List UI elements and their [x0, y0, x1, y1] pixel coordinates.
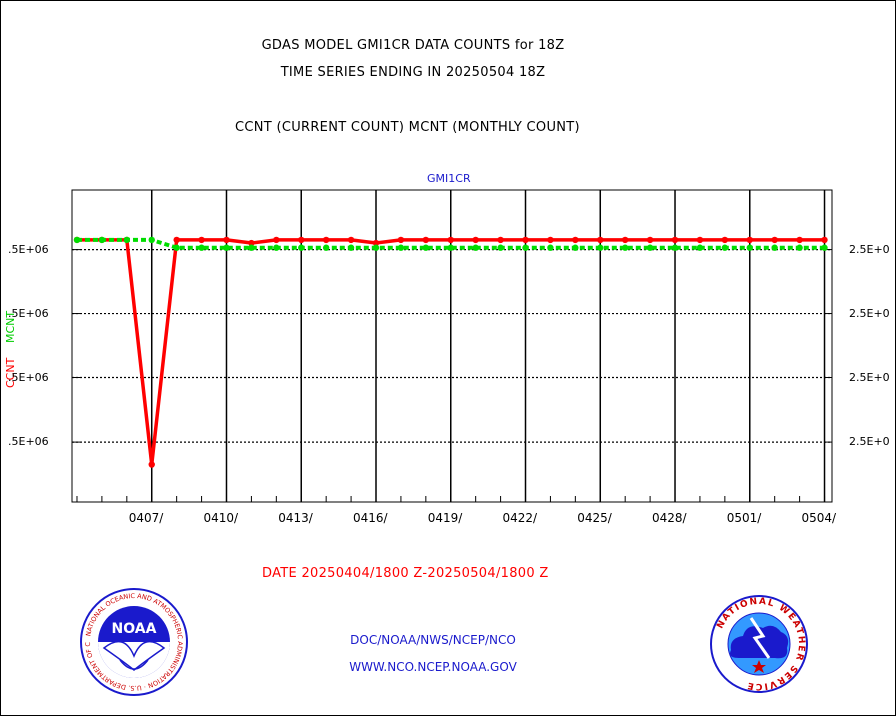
y-tick-label-left: .5E+06 — [8, 242, 49, 256]
data-point-ccnt — [347, 236, 355, 244]
data-point-ccnt — [273, 236, 280, 244]
data-point-mcnt — [347, 244, 355, 251]
y-tick-label-right: 2.5E+0 — [849, 242, 890, 256]
data-point-mcnt — [198, 244, 205, 251]
data-point-ccnt — [397, 236, 405, 244]
x-tick-label: 0419/ — [427, 511, 463, 525]
data-point-ccnt — [671, 236, 679, 244]
data-point-mcnt — [397, 244, 405, 251]
data-point-ccnt — [472, 236, 479, 244]
data-point-mcnt — [223, 244, 230, 251]
x-tick-label: 0422/ — [502, 511, 538, 525]
data-point-ccnt — [721, 236, 729, 244]
data-point-mcnt — [123, 236, 131, 244]
x-tick-label: 0413/ — [278, 511, 313, 525]
data-point-ccnt — [771, 236, 778, 244]
data-point-ccnt — [522, 236, 529, 244]
data-point-mcnt — [447, 244, 454, 251]
data-point-mcnt — [273, 244, 280, 251]
data-point-ccnt — [322, 236, 330, 244]
x-tick-label: 0407/ — [128, 511, 164, 525]
data-point-ccnt — [223, 236, 230, 244]
data-point-ccnt — [422, 236, 430, 244]
data-point-mcnt — [73, 236, 81, 244]
data-point-mcnt — [671, 244, 679, 251]
data-point-ccnt — [547, 236, 554, 244]
x-tick-label: 0428/ — [652, 511, 687, 525]
y-tick-label-right: 2.5E+0 — [849, 370, 890, 384]
data-point-ccnt — [148, 461, 155, 468]
data-point-mcnt — [621, 244, 629, 251]
data-point-mcnt — [796, 244, 803, 251]
data-point-ccnt — [248, 239, 255, 247]
x-tick-label: 0410/ — [203, 511, 239, 525]
data-point-ccnt — [497, 236, 504, 244]
panel-title: GMI1CR — [427, 172, 471, 185]
data-point-mcnt — [422, 244, 430, 251]
data-point-mcnt — [572, 244, 579, 251]
data-point-mcnt — [298, 244, 305, 251]
data-point-ccnt — [621, 236, 629, 244]
data-point-ccnt — [173, 236, 180, 244]
y-tick-label-left: .5E+06 — [8, 306, 49, 320]
data-point-mcnt — [721, 244, 729, 251]
data-point-ccnt — [646, 236, 654, 244]
y-tick-label-right: 2.5E+0 — [849, 435, 890, 449]
data-point-ccnt — [447, 236, 454, 244]
data-point-mcnt — [696, 244, 704, 251]
data-point-mcnt — [372, 244, 380, 251]
y-tick-label-right: 2.5E+0 — [849, 306, 890, 320]
data-point-mcnt — [547, 244, 554, 251]
data-point-ccnt — [198, 236, 205, 244]
data-point-mcnt — [771, 244, 778, 251]
y-tick-label-left: .5E+06 — [8, 370, 49, 384]
data-point-ccnt — [298, 236, 305, 244]
data-point-ccnt — [597, 236, 604, 244]
credit-website[interactable]: WWW.NCO.NCEP.NOAA.GOV — [349, 660, 517, 674]
chart-title-line1: GDAS MODEL GMI1CR DATA COUNTS for 18Z — [261, 38, 565, 53]
x-tick-label: 0425/ — [577, 511, 612, 525]
x-tick-label: 0504/ — [801, 511, 837, 525]
data-point-mcnt — [646, 244, 654, 251]
y-tick-label-left: .5E+06 — [8, 435, 49, 449]
data-point-ccnt — [796, 236, 803, 244]
data-point-mcnt — [472, 244, 479, 251]
data-point-mcnt — [98, 236, 106, 244]
data-point-mcnt — [497, 244, 504, 251]
date-range-label: DATE 20250404/1800 Z-20250504/1800 Z — [262, 566, 549, 581]
data-point-ccnt — [696, 236, 704, 244]
data-point-mcnt — [746, 244, 753, 251]
data-point-mcnt — [821, 244, 828, 251]
data-point-ccnt — [572, 236, 579, 244]
x-tick-label: 0416/ — [353, 511, 388, 525]
chart-subtitle: CCNT (CURRENT COUNT) MCNT (MONTHLY COUNT… — [235, 120, 580, 135]
data-point-ccnt — [372, 239, 380, 247]
x-tick-label: 0501/ — [726, 511, 762, 525]
data-point-ccnt — [746, 236, 753, 244]
data-point-mcnt — [597, 244, 604, 251]
plot-frame — [71, 189, 833, 503]
credit-organization: DOC/NOAA/NWS/NCEP/NCO — [350, 633, 516, 647]
data-point-mcnt — [173, 244, 180, 251]
data-point-mcnt — [148, 236, 155, 244]
chart-title-line2: TIME SERIES ENDING IN 20250504 18Z — [280, 65, 546, 80]
data-point-mcnt — [248, 244, 255, 251]
data-point-mcnt — [522, 244, 529, 251]
data-point-mcnt — [322, 244, 330, 251]
data-point-ccnt — [821, 236, 828, 244]
